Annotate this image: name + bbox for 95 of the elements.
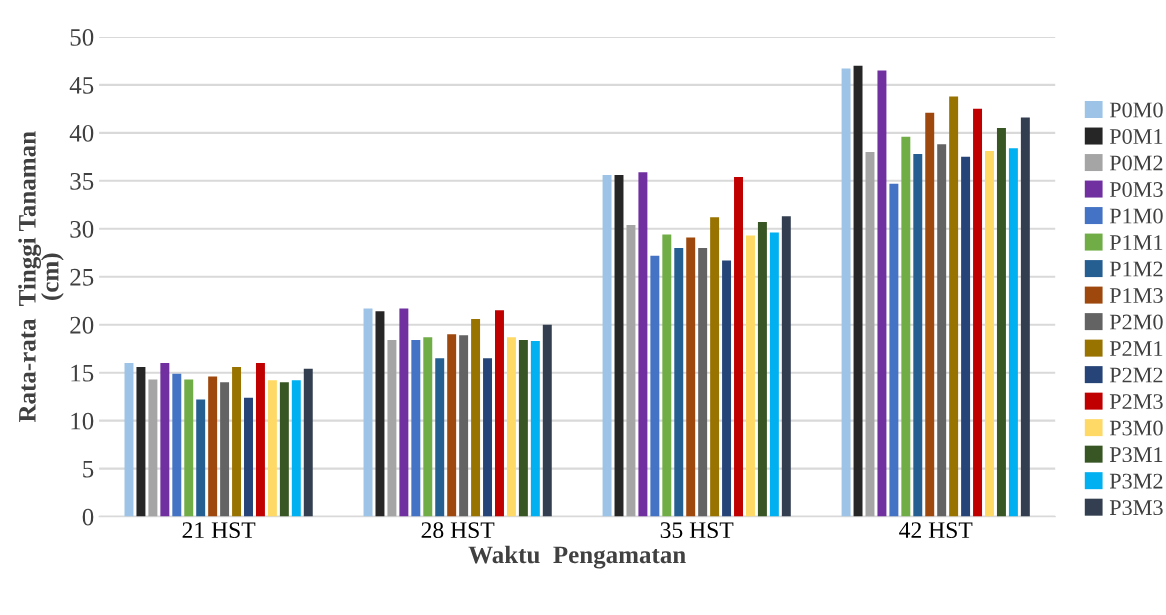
x-tick-label: 42 HST <box>899 522 973 539</box>
legend-label: P1M2 <box>1109 261 1163 277</box>
bar <box>650 255 660 517</box>
bar <box>495 310 504 517</box>
bar <box>686 237 696 517</box>
bar <box>232 366 242 517</box>
bar <box>291 380 301 517</box>
legend-label: P1M1 <box>1109 235 1163 250</box>
legend-label: P3M2 <box>1109 473 1163 489</box>
bar <box>208 376 218 517</box>
legend-label: P0M0 <box>1109 102 1163 118</box>
bar <box>865 152 875 517</box>
bar <box>160 363 170 517</box>
y-tick-label: 0 <box>82 508 94 526</box>
legend-label: P3M3 <box>1109 500 1163 516</box>
bar <box>518 340 528 517</box>
bar <box>973 108 983 517</box>
bar <box>435 358 445 517</box>
bar <box>411 340 421 517</box>
bar <box>1020 117 1030 517</box>
bar <box>925 112 935 517</box>
y-tick-label: 15 <box>71 364 94 382</box>
y-tick-label: 45 <box>69 77 94 94</box>
bar <box>626 224 636 517</box>
legend-label: P2M2 <box>1109 367 1163 383</box>
bar <box>961 156 971 517</box>
bar <box>674 247 684 517</box>
bar <box>184 379 194 517</box>
bar <box>196 399 206 517</box>
x-tick-label: 35 HST <box>660 522 734 539</box>
bar <box>1008 148 1018 517</box>
bar <box>841 68 851 517</box>
y-tick-label: 5 <box>83 460 94 478</box>
bar <box>530 341 540 517</box>
bar <box>279 382 289 517</box>
bar <box>399 308 409 517</box>
bar <box>220 382 230 517</box>
bar <box>471 318 481 517</box>
bar <box>447 334 457 517</box>
legend-label: P3M0 <box>1109 420 1163 436</box>
bar <box>375 311 385 517</box>
legend-label: P0M2 <box>1109 155 1163 171</box>
y-tick-label: 20 <box>70 316 94 334</box>
bar <box>638 172 648 517</box>
bar <box>781 216 791 517</box>
legend-label: P2M0 <box>1109 314 1163 330</box>
legend-label: P0M3 <box>1109 182 1163 197</box>
bar <box>877 70 887 517</box>
bar <box>901 136 911 517</box>
legend-label: P1M3 <box>1109 288 1163 304</box>
bar <box>459 335 469 517</box>
bar <box>662 234 672 517</box>
bar <box>303 368 313 517</box>
bar <box>267 380 277 517</box>
bar <box>985 151 994 517</box>
y-tick-label: 40 <box>69 124 94 142</box>
bar <box>483 358 493 517</box>
bar <box>722 260 732 517</box>
bar <box>506 337 516 517</box>
legend-label: P1M0 <box>1109 208 1163 224</box>
bar <box>734 176 743 517</box>
bar <box>913 153 923 517</box>
bar <box>602 175 612 517</box>
bar <box>148 379 158 517</box>
bar <box>136 366 146 517</box>
bar <box>769 232 779 517</box>
legend-label: P0M1 <box>1109 128 1163 144</box>
bar <box>698 247 708 517</box>
bar <box>387 340 397 517</box>
y-tick-label: 50 <box>70 28 94 46</box>
legend-label: P2M1 <box>1109 341 1163 356</box>
bar <box>244 397 253 517</box>
bar <box>937 144 947 517</box>
legend-label: P3M1 <box>1109 447 1163 463</box>
bar <box>996 128 1006 517</box>
y-axis-title: Rata-rata Tinggi Tanaman (cm) <box>18 131 64 423</box>
x-axis-title: Waktu Pengamatan <box>468 545 686 569</box>
bar <box>853 65 863 517</box>
bar <box>363 308 373 517</box>
bar <box>423 337 433 517</box>
x-tick-label: 28 HST <box>421 522 495 539</box>
y-tick-label: 30 <box>70 220 94 238</box>
y-tick-label: 25 <box>70 268 94 286</box>
bar <box>745 235 755 517</box>
y-tick-label: 35 <box>70 172 94 190</box>
y-tick-label: 10 <box>71 412 94 430</box>
bar <box>255 363 265 517</box>
bar <box>757 222 767 517</box>
bar <box>710 217 720 517</box>
bar <box>949 96 959 517</box>
legend-label: P2M3 <box>1109 394 1163 410</box>
bar <box>172 373 182 517</box>
bar <box>542 324 552 517</box>
bar <box>889 183 899 517</box>
x-tick-label: 21 HST <box>182 522 256 539</box>
